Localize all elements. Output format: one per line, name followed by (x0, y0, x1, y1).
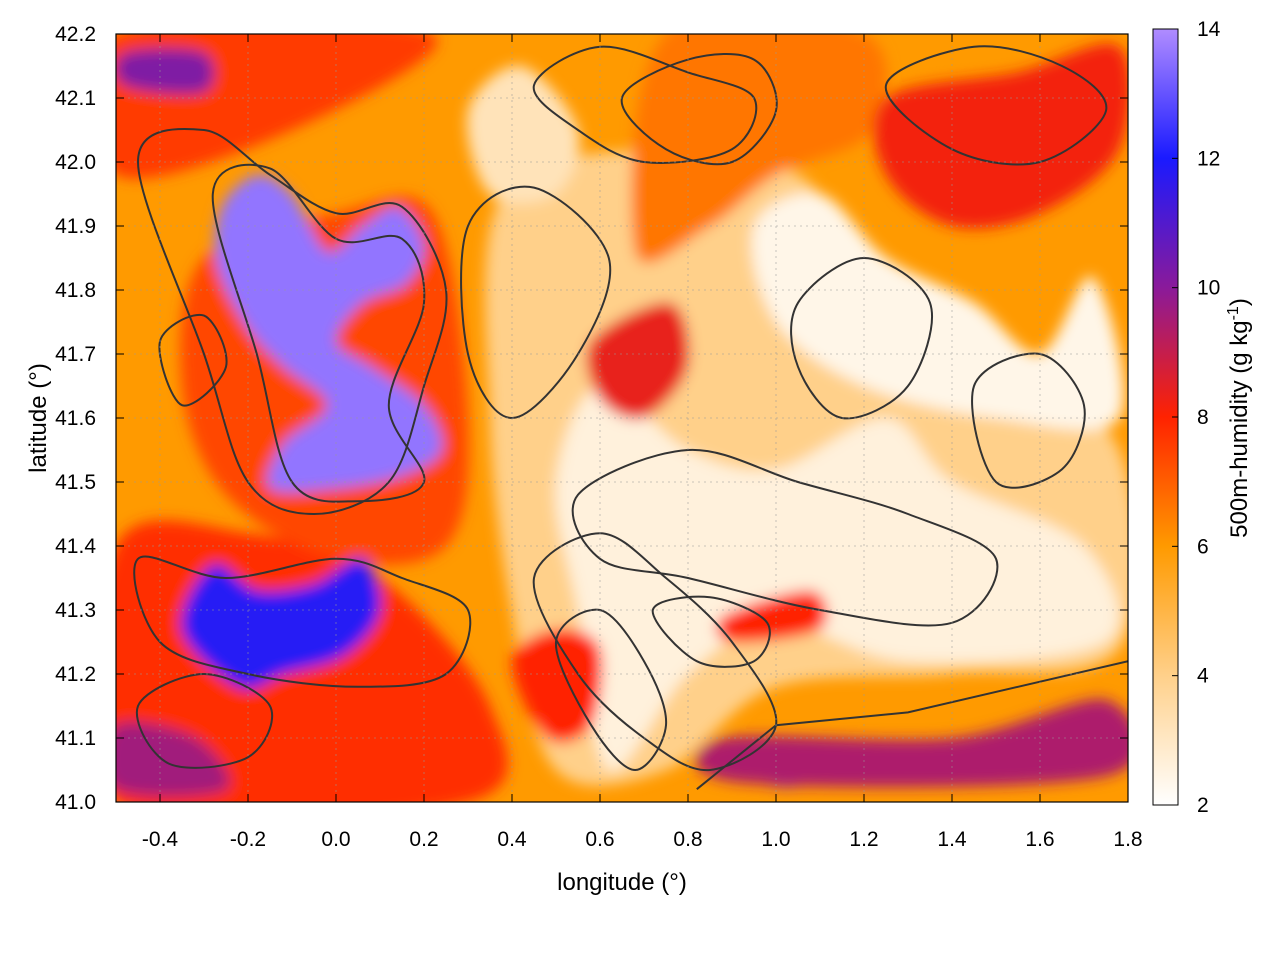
contour-line-10 (532, 45, 758, 164)
colorbar-tick-label: 14 (1197, 18, 1221, 41)
y-tick-label: 41.7 (55, 343, 96, 366)
contour-line-2 (133, 555, 472, 688)
y-tick-label: 41.8 (55, 279, 96, 302)
humidity-region-6 (694, 698, 1128, 788)
contour-line-1 (211, 163, 426, 503)
y-tick-label: 41.2 (55, 663, 96, 686)
y-axis-title: latitude (°) (25, 363, 52, 473)
x-tick-label: 1.0 (761, 828, 790, 851)
humidity-region-4 (116, 48, 214, 94)
contour-line-14 (135, 672, 274, 769)
contour-line-ridge (696, 660, 1128, 790)
x-tick-label: 0.4 (497, 828, 527, 851)
y-tick-label: 42.2 (55, 23, 96, 46)
colorbar-tick-label: 10 (1197, 277, 1220, 300)
y-tick-label: 41.0 (55, 791, 96, 814)
x-tick-label: 1.6 (1025, 828, 1054, 851)
field-patch-2 (751, 192, 1124, 430)
terrain-contours (133, 45, 1128, 790)
plot-area (116, 34, 1128, 802)
y-tick-label: 41.9 (55, 215, 96, 238)
humidity-region-1 (181, 558, 381, 689)
x-tick-label: -0.2 (230, 828, 266, 851)
humidity-region-7 (586, 302, 690, 420)
colorbar-tick-label: 12 (1197, 147, 1220, 170)
colorbar-tick-label: 8 (1197, 406, 1209, 429)
field-patch-4 (631, 34, 887, 263)
x-tick-label: 0.2 (409, 828, 438, 851)
grid (116, 34, 1128, 802)
y-tick-label: 42.1 (55, 87, 96, 110)
x-tick-label: 1.2 (849, 828, 878, 851)
humidity-region-10 (511, 628, 603, 743)
contour-line-4 (571, 448, 999, 627)
colorbar-title: 500m-humidity (g kg-1) (1225, 298, 1253, 538)
y-tick-label: 41.3 (55, 599, 96, 622)
y-tick-label: 42.0 (55, 151, 96, 174)
humidity-region-5 (116, 722, 230, 797)
colorbar-tick-label: 4 (1197, 665, 1209, 688)
x-tick-label: 0.0 (321, 828, 350, 851)
x-axis-title: longitude (°) (557, 869, 687, 896)
y-axis-ticks: 41.0 41.1 41.2 41.3 41.4 41.5 41.6 41.7 41.8 41.9… (55, 23, 1128, 814)
x-tick-label: 1.8 (1113, 828, 1142, 851)
humidity-region-0 (214, 174, 443, 493)
humidity-region-9 (715, 590, 828, 643)
contour-line-9 (971, 352, 1086, 489)
y-tick-label: 41.1 (55, 727, 96, 750)
y-tick-label: 41.5 (55, 471, 96, 494)
x-axis-ticks: -0.4 -0.2 0.0 0.2 0.4 0.6 0.8 1.0 1.2 1.4 1.6 1.8 (142, 34, 1143, 851)
humidity-region-8 (873, 43, 1128, 229)
field-patch-3 (466, 65, 580, 204)
x-tick-label: -0.4 (142, 828, 179, 851)
contour-line-13 (158, 313, 228, 407)
field-patch-1 (555, 385, 1120, 771)
y-tick-label: 41.6 (55, 407, 96, 430)
y-tick-label: 41.4 (55, 535, 96, 558)
x-tick-label: 0.6 (585, 828, 614, 851)
colorbar-tick-label: 6 (1197, 535, 1209, 558)
contour-line-0 (136, 127, 448, 516)
x-tick-label: 0.8 (673, 828, 702, 851)
contour-line-8 (790, 256, 933, 420)
colorbar-tick-label: 2 (1197, 794, 1209, 817)
x-tick-label: 1.4 (937, 828, 967, 851)
colorbar: 2 4 6 8 10 12 14 500m-humidity (g kg-1) (1152, 18, 1253, 817)
colorbar-ticks: 2 4 6 8 10 12 14 (1172, 18, 1221, 817)
contour-line-7 (651, 595, 771, 668)
